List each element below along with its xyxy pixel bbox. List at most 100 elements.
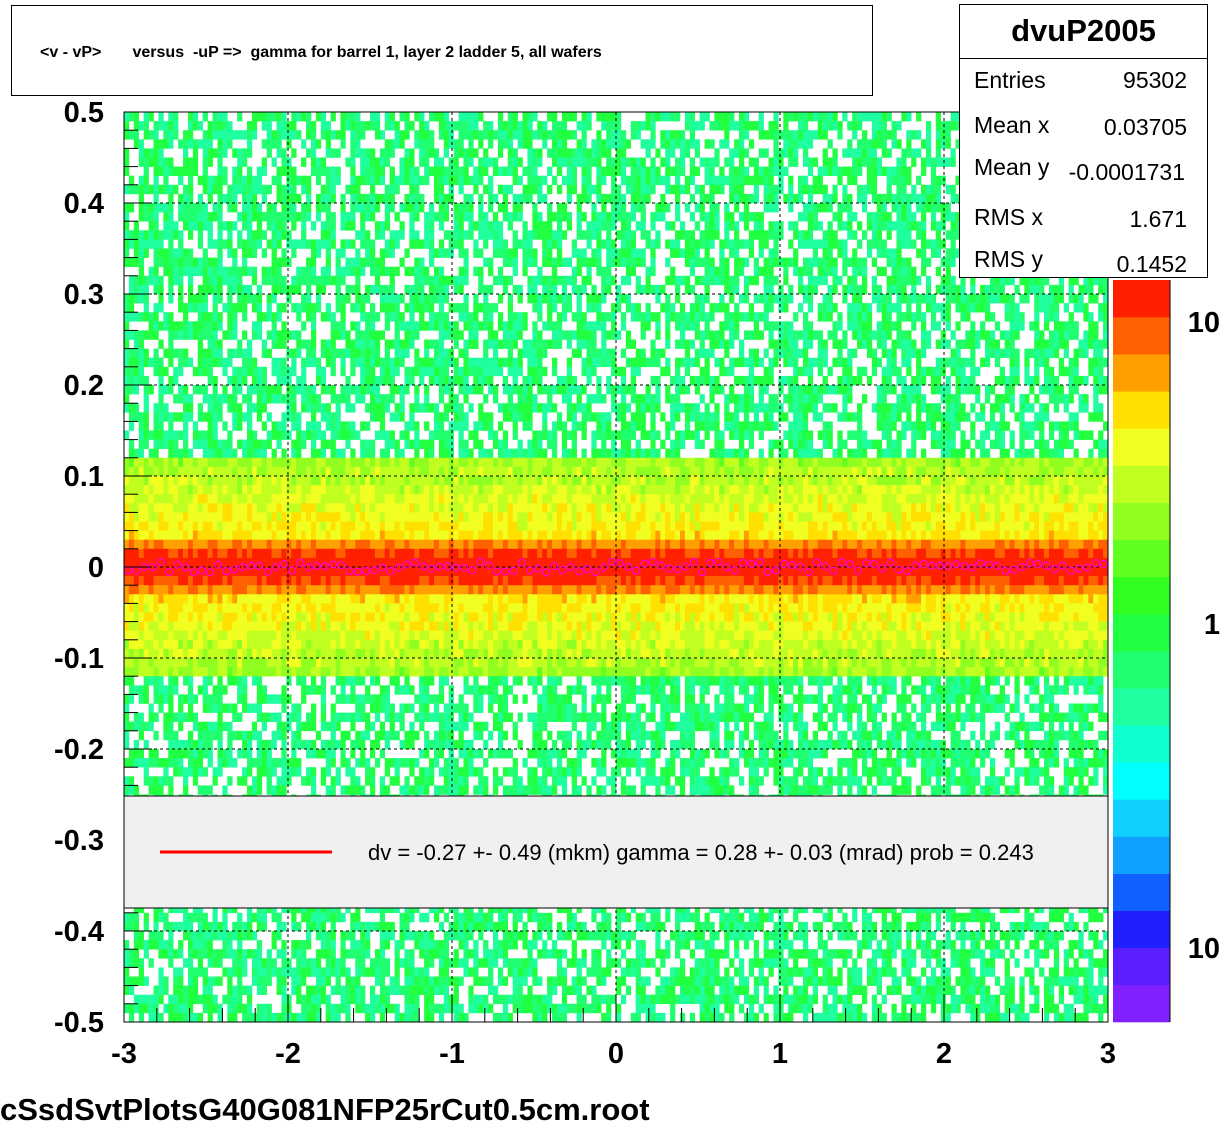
heatmap-cell: [296, 503, 302, 513]
heatmap-cell: [301, 430, 307, 440]
heatmap-cell: [256, 1012, 263, 1023]
heatmap-cell: [335, 639, 341, 650]
heatmap-cell: [153, 630, 159, 641]
heatmap-cell: [227, 739, 233, 750]
heatmap-cell: [168, 521, 174, 531]
heatmap-cell: [433, 348, 440, 358]
heatmap-cell: [325, 557, 331, 568]
heatmap-cell: [424, 266, 430, 277]
heatmap-cell: [247, 448, 253, 459]
heatmap-cell: [271, 958, 277, 968]
heatmap-cell: [350, 485, 356, 495]
heatmap-cell: [374, 412, 381, 422]
heatmap-cell: [335, 548, 341, 559]
heatmap-cell: [266, 485, 272, 495]
heatmap-cell: [325, 1012, 331, 1023]
heatmap-cell: [192, 539, 199, 550]
heatmap-cell: [325, 603, 331, 613]
heatmap-cell: [281, 648, 287, 659]
heatmap-cell: [128, 439, 135, 449]
heatmap-cell: [404, 457, 410, 468]
heatmap-cell: [183, 430, 189, 440]
heatmap-cell: [271, 912, 277, 923]
heatmap-cell: [217, 175, 223, 186]
heatmap-cell: [409, 958, 415, 968]
heatmap-cell: [429, 312, 435, 322]
heatmap-cell: [242, 676, 248, 686]
heatmap-cell: [414, 785, 420, 795]
heatmap-cell: [261, 275, 267, 286]
heatmap-cell: [207, 594, 213, 604]
heatmap-cell: [296, 730, 302, 741]
heatmap-cell: [370, 148, 376, 158]
heatmap-cell: [183, 912, 189, 923]
heatmap-cell: [414, 457, 420, 468]
heatmap-cell: [315, 430, 322, 440]
heatmap-cell: [286, 503, 292, 513]
heatmap-cell: [404, 321, 410, 331]
heatmap-cell: [271, 130, 277, 140]
heatmap-cell: [296, 266, 302, 277]
heatmap-cell: [256, 585, 263, 595]
heatmap-cell: [301, 403, 307, 413]
heatmap-cell: [187, 949, 194, 959]
heatmap-cell: [217, 676, 223, 686]
heatmap-cell: [291, 421, 297, 431]
heatmap-cell: [242, 612, 248, 622]
heatmap-cell: [153, 940, 159, 950]
heatmap-cell: [448, 612, 454, 622]
heatmap-cell: [429, 994, 435, 1005]
heatmap-cell: [217, 1003, 223, 1014]
heatmap-cell: [448, 130, 454, 140]
heatmap-cell: [148, 448, 154, 459]
heatmap-cell: [173, 539, 179, 550]
heatmap-cell: [247, 539, 253, 550]
heatmap-cell: [320, 667, 327, 677]
heatmap-cell: [389, 385, 395, 395]
heatmap-cell: [286, 257, 292, 267]
heatmap-cell: [419, 548, 425, 559]
heatmap-cell: [360, 357, 366, 368]
heatmap-cell: [438, 303, 445, 313]
heatmap-cell: [232, 676, 238, 686]
heatmap-cell: [394, 776, 400, 786]
heatmap-cell: [247, 921, 253, 932]
heatmap-cell: [394, 712, 400, 722]
heatmap-cell: [355, 785, 361, 795]
heatmap-cell: [429, 357, 435, 368]
heatmap-cell: [286, 166, 292, 176]
heatmap-cell: [429, 494, 435, 504]
heatmap-cell: [148, 221, 154, 231]
heatmap-cell: [202, 630, 208, 641]
heatmap-cell: [138, 512, 144, 522]
heatmap-cell: [443, 967, 450, 977]
heatmap-cell: [291, 767, 297, 777]
heatmap-cell: [306, 130, 312, 140]
heatmap-cell: [370, 994, 376, 1005]
heatmap-cell: [409, 521, 415, 531]
heatmap-cell: [370, 303, 376, 313]
heatmap-cell: [197, 257, 204, 267]
heatmap-cell: [192, 485, 199, 495]
heatmap-cell: [419, 749, 425, 759]
heatmap-cell: [360, 703, 366, 713]
heatmap-cell: [345, 658, 351, 668]
heatmap-cell: [187, 585, 194, 595]
heatmap-cell: [266, 603, 272, 613]
heatmap-cell: [379, 594, 386, 604]
heatmap-cell: [261, 594, 267, 604]
heatmap-cell: [350, 448, 356, 459]
heatmap-cell: [409, 421, 415, 431]
heatmap-cell: [138, 648, 144, 659]
heatmap-cell: [335, 403, 341, 413]
heatmap-cell: [237, 512, 243, 522]
heatmap-cell: [207, 321, 213, 331]
heatmap-cell: [320, 567, 327, 577]
heatmap-cell: [433, 485, 440, 495]
heatmap-cell: [330, 739, 336, 750]
heatmap-cell: [138, 694, 144, 704]
heatmap-cell: [404, 148, 410, 158]
heatmap-cell: [404, 639, 410, 650]
heatmap-cell: [379, 148, 386, 158]
heatmap-cell: [202, 203, 208, 213]
